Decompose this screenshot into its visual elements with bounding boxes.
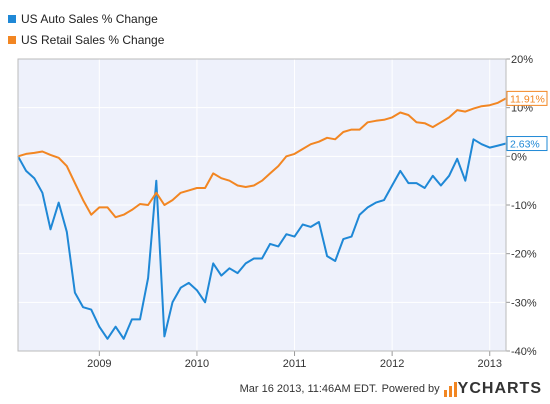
x-tick-label: 2009 <box>87 358 111 370</box>
series-line-auto <box>17 138 507 340</box>
ycharts-logo-icon <box>443 382 457 397</box>
x-tick-label: 2011 <box>283 358 307 370</box>
end-label-text: 2.63% <box>510 139 540 151</box>
end-label-auto: 2.63% <box>506 136 548 152</box>
y-tick-label: -10% <box>511 200 537 212</box>
x-tick-label: 2012 <box>380 358 404 370</box>
legend-item-auto[interactable]: US Auto Sales % Change <box>8 8 164 29</box>
y-tick-label: -20% <box>511 249 537 261</box>
legend-swatch-auto <box>8 14 16 23</box>
y-tick-label: 20% <box>511 54 533 66</box>
footer: Mar 16 2013, 11:46AM EDT. Powered by YCH… <box>240 380 542 398</box>
y-tick-label: -30% <box>511 297 537 309</box>
legend-swatch-retail <box>8 35 16 44</box>
grid <box>18 58 506 352</box>
ycharts-logo[interactable]: YCHARTS <box>443 380 542 398</box>
legend: US Auto Sales % Change US Retail Sales %… <box>8 8 164 50</box>
powered-by-label: Powered by <box>381 383 440 395</box>
series-layer <box>17 97 507 340</box>
ycharts-logo-text: YCHARTS <box>457 380 542 397</box>
end-label-box <box>506 90 548 106</box>
end-label-text: 11.91% <box>510 93 545 105</box>
y-tick-label: 0% <box>511 151 527 163</box>
legend-item-retail[interactable]: US Retail Sales % Change <box>8 29 164 50</box>
end-labels: 2.63% 11.91% <box>506 90 548 152</box>
x-tick-label: 2013 <box>477 358 501 370</box>
axes: 20%10%0%-10%-20%-30%-40%2009 2010 2011 2012… <box>17 54 537 370</box>
timestamp: Mar 16 2013, 11:46AM EDT. <box>239 383 378 395</box>
series-line-retail <box>17 97 507 219</box>
x-tick-label: 2010 <box>185 358 209 370</box>
y-tick-label: -40% <box>511 346 537 358</box>
end-label-box <box>506 136 548 152</box>
end-label-retail: 11.91% <box>506 90 548 106</box>
legend-label-retail: US Retail Sales % Change <box>21 32 165 47</box>
legend-label-auto: US Auto Sales % Change <box>21 11 158 26</box>
plot-border <box>17 58 507 352</box>
